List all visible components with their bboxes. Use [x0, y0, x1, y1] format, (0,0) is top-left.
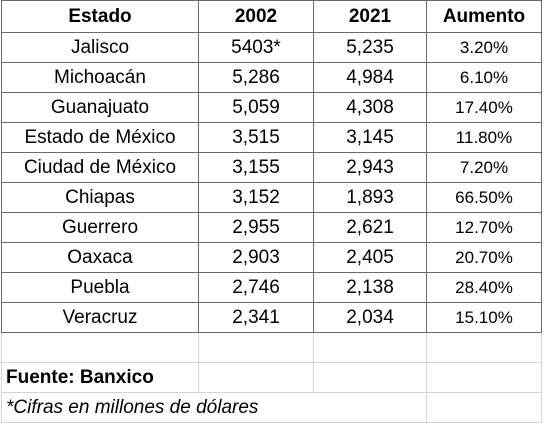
value-cell: 2,943: [313, 152, 427, 183]
table-row: Ciudad de México 3,155 2,943 7.20%: [1, 152, 542, 183]
value-cell: 3,515: [198, 122, 314, 153]
value-cell: 6.10%: [426, 62, 542, 93]
column-header: Aumento: [426, 0, 542, 33]
table-row: Michoacán 5,286 4,984 6.10%: [1, 62, 542, 93]
value-cell: 7.20%: [426, 152, 542, 183]
header-row: Estado 2002 2021 Aumento: [1, 0, 542, 33]
value-cell: 3,145: [313, 122, 427, 153]
note-row: *Cifras en millones de dólares: [1, 392, 542, 423]
state-cell: Jalisco: [1, 32, 199, 63]
table-row: Veracruz 2,341 2,034 15.10%: [1, 302, 542, 333]
value-cell: 15.10%: [426, 302, 542, 333]
value-cell: 2,621: [313, 212, 427, 243]
state-cell: Ciudad de México: [1, 152, 199, 183]
state-cell: Guanajuato: [1, 92, 199, 123]
column-header: 2002: [198, 0, 314, 33]
value-cell: 20.70%: [426, 242, 542, 273]
table-row: Jalisco 5403* 5,235 3.20%: [1, 32, 542, 63]
table-row: Oaxaca 2,903 2,405 20.70%: [1, 242, 542, 273]
cell: [426, 362, 542, 393]
value-cell: 4,308: [313, 92, 427, 123]
value-cell: 17.40%: [426, 92, 542, 123]
table-row: Chiapas 3,152 1,893 66.50%: [1, 182, 542, 213]
cell: [313, 332, 427, 363]
source-row: Fuente: Banxico: [1, 362, 542, 393]
value-cell: 12.70%: [426, 212, 542, 243]
state-cell: Oaxaca: [1, 242, 199, 273]
value-cell: 2,955: [198, 212, 314, 243]
value-cell: 2,034: [313, 302, 427, 333]
column-header: Estado: [1, 0, 199, 33]
value-cell: 3.20%: [426, 32, 542, 63]
column-header: 2021: [313, 0, 427, 33]
value-cell: 66.50%: [426, 182, 542, 213]
cell: [426, 332, 542, 363]
value-cell: 5403*: [198, 32, 314, 63]
state-cell: Guerrero: [1, 212, 199, 243]
value-cell: 4,984: [313, 62, 427, 93]
value-cell: 5,286: [198, 62, 314, 93]
value-cell: 2,903: [198, 242, 314, 273]
table-row: Guerrero 2,955 2,621 12.70%: [1, 212, 542, 243]
table-row: Puebla 2,746 2,138 28.40%: [1, 272, 542, 303]
value-cell: 3,152: [198, 182, 314, 213]
cell: [426, 392, 542, 423]
value-cell: 5,059: [198, 92, 314, 123]
table-row: Guanajuato 5,059 4,308 17.40%: [1, 92, 542, 123]
value-cell: 2,138: [313, 272, 427, 303]
value-cell: 5,235: [313, 32, 427, 63]
state-cell: Michoacán: [1, 62, 199, 93]
value-cell: 2,341: [198, 302, 314, 333]
table-footer: Fuente: Banxico *Cifras en millones de d…: [1, 332, 542, 423]
value-cell: 2,746: [198, 272, 314, 303]
empty-row: [1, 332, 542, 363]
value-cell: 3,155: [198, 152, 314, 183]
source: Fuente: Banxico: [1, 362, 199, 393]
cell: [198, 362, 314, 393]
value-cell: 11.80%: [426, 122, 542, 153]
state-cell: Puebla: [1, 272, 199, 303]
state-cell: Estado de México: [1, 122, 199, 153]
table-body: Jalisco 5403* 5,235 3.20% Michoacán 5,286 4,98…: [1, 32, 542, 333]
state-cell: Veracruz: [1, 302, 199, 333]
value-cell: 2,405: [313, 242, 427, 273]
cell: [1, 332, 199, 363]
cell: [313, 362, 427, 393]
value-cell: 1,893: [313, 182, 427, 213]
table-row: Estado de México 3,515 3,145 11.80%: [1, 122, 542, 153]
note: *Cifras en millones de dólares: [1, 392, 427, 423]
value-cell: 28.40%: [426, 272, 542, 303]
state-cell: Chiapas: [1, 182, 199, 213]
cell: [198, 332, 314, 363]
